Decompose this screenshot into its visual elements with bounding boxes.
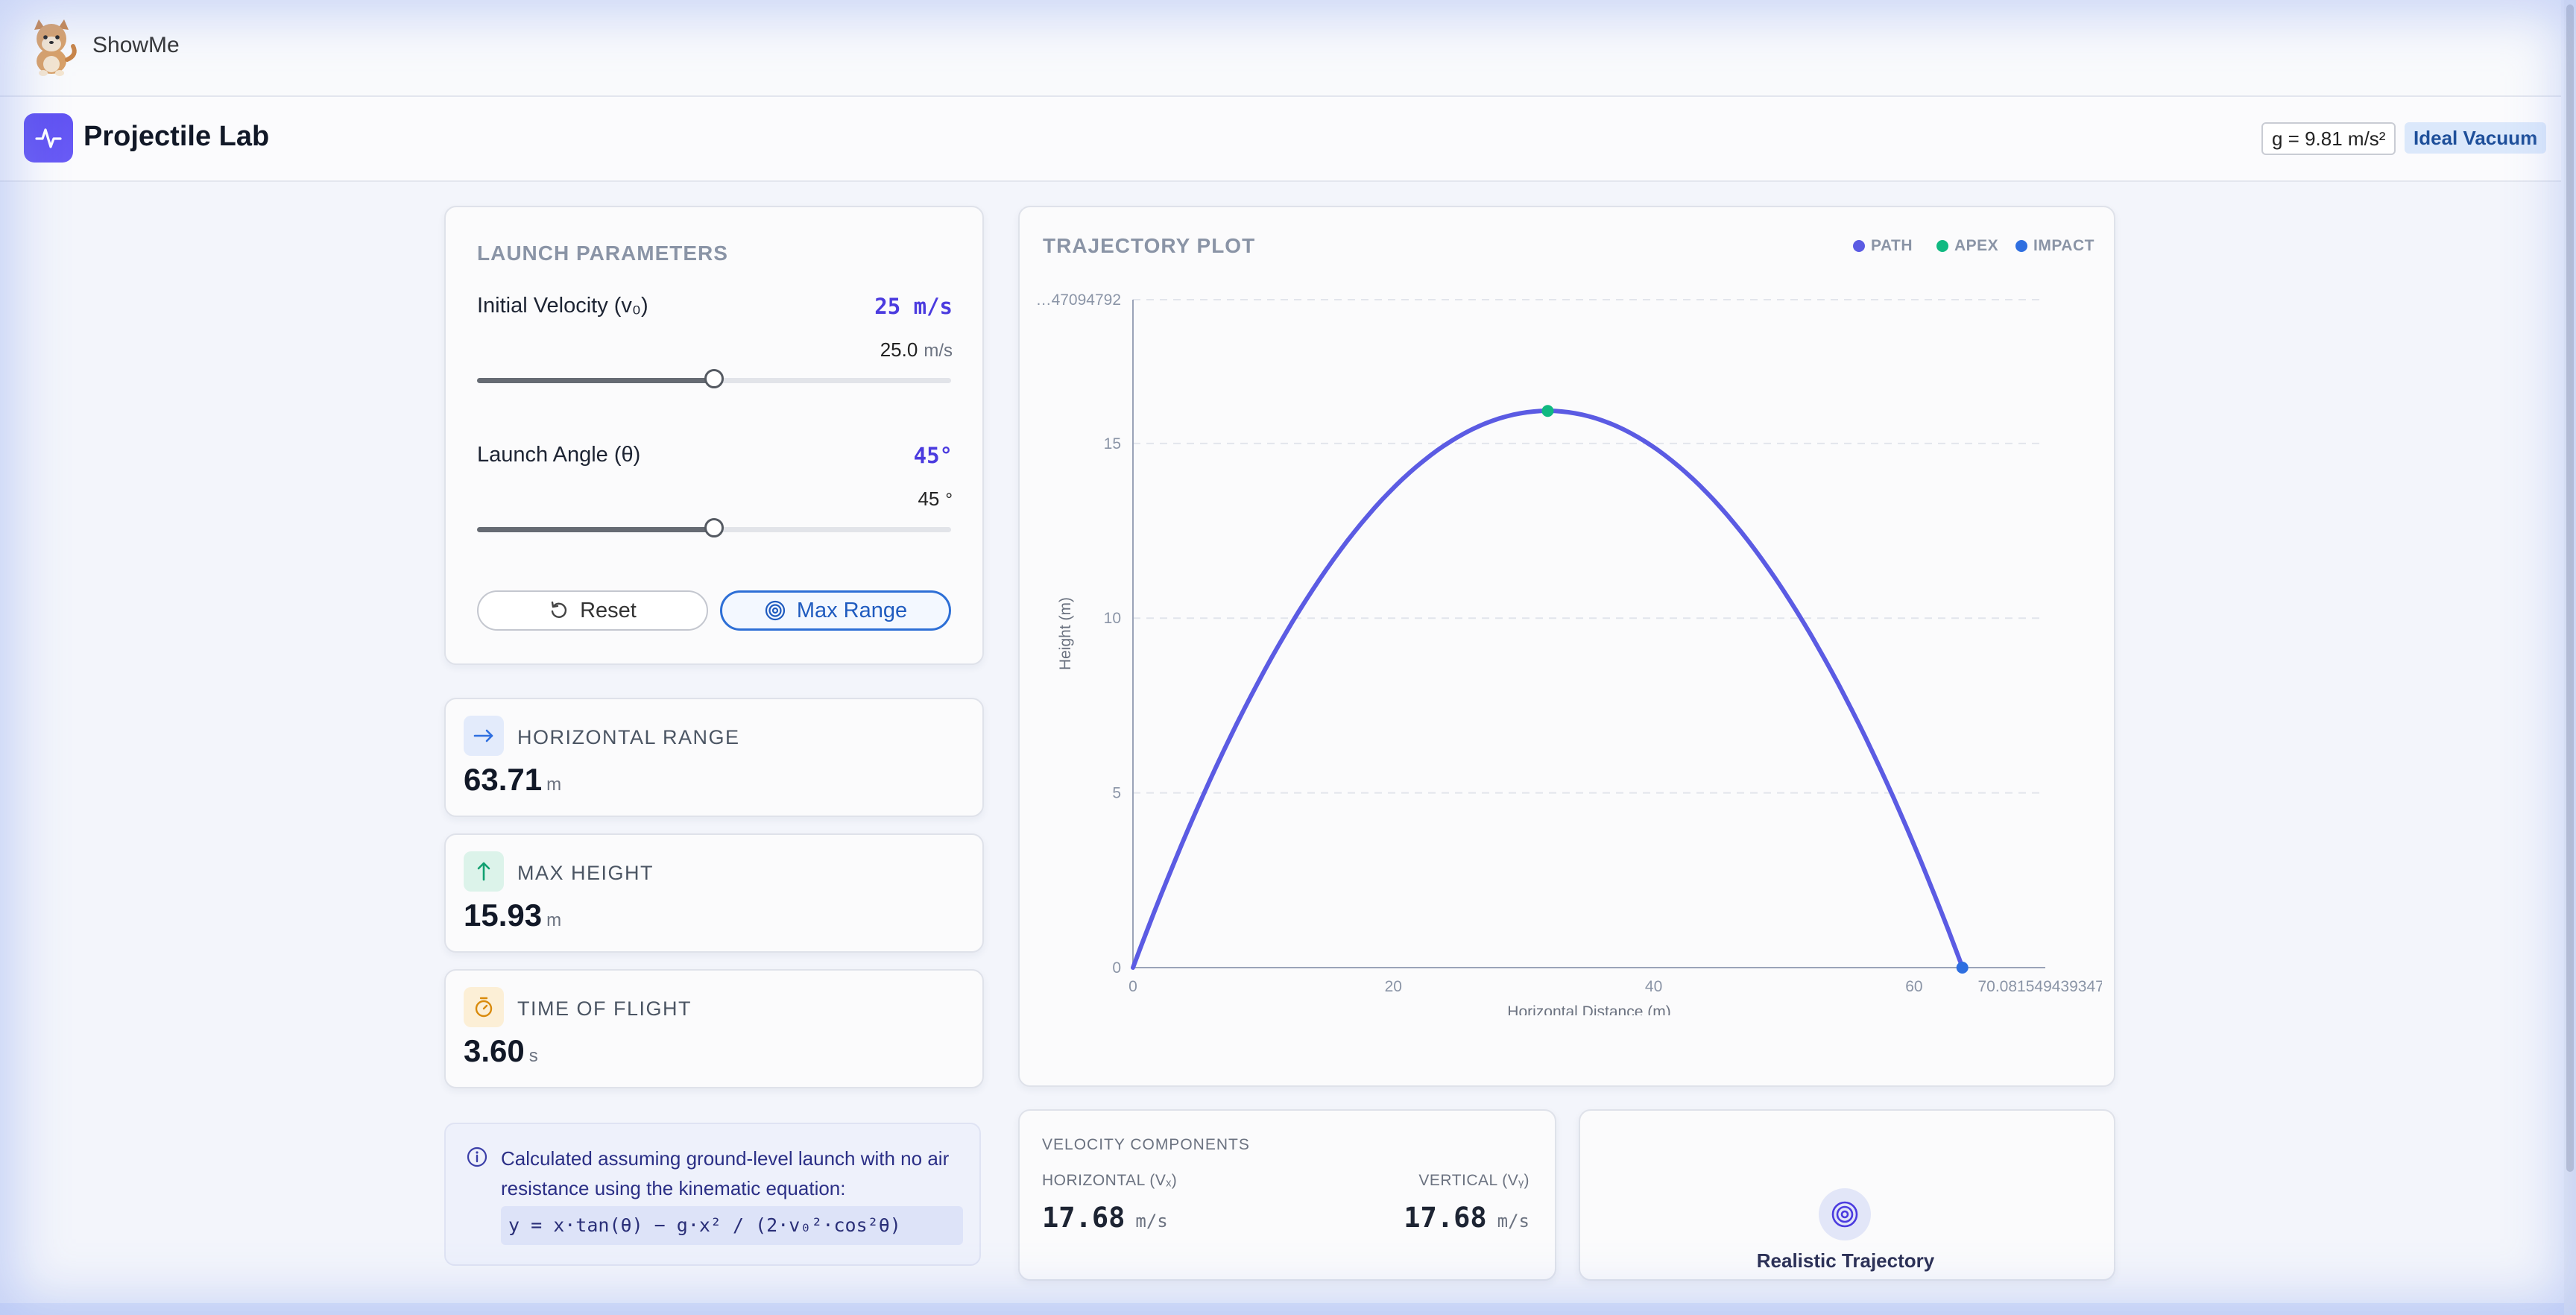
stat-label: HORIZONTAL RANGE xyxy=(517,726,740,748)
page-title: Projectile Lab xyxy=(83,121,270,152)
velocity-slider[interactable] xyxy=(477,369,951,388)
max-range-button[interactable]: Max Range xyxy=(720,590,951,631)
stat-value: 3.60 s xyxy=(464,1033,538,1069)
trajectory-path xyxy=(1131,409,1965,970)
top-bar: ShowMe xyxy=(0,0,2561,97)
angle-slider-fill xyxy=(477,527,714,532)
info-icon xyxy=(467,1147,487,1167)
velocity-slider-fill xyxy=(477,378,714,383)
angle-slider[interactable] xyxy=(477,518,951,537)
realistic-trajectory-label: Realistic Trajectory xyxy=(1756,1249,1935,1272)
reset-icon xyxy=(551,601,567,618)
trajectory-plot-card xyxy=(1018,206,2115,1087)
brand-name: ShowMe xyxy=(92,33,180,57)
legend-dot-path xyxy=(1853,240,1865,252)
max-range-label: Max Range xyxy=(796,598,908,622)
target-icon xyxy=(1819,1188,1871,1240)
target-icon xyxy=(765,600,785,621)
y-tick-label: 15 xyxy=(1104,435,1121,452)
y-tick-label: 0 xyxy=(1112,959,1121,977)
max-height-card: MAX HEIGHT 15.93 m xyxy=(444,833,984,953)
velocity-slider-thumb[interactable] xyxy=(704,369,724,388)
time-value: 3.60 xyxy=(464,1033,525,1068)
formula: y = x·tan(θ) − g·x² / (2·v₀²·cos²θ) xyxy=(501,1206,963,1245)
vy-value: 17.68 xyxy=(1404,1202,1487,1234)
note-text: Calculated assuming ground-level launch … xyxy=(501,1147,950,1199)
stopwatch-icon xyxy=(464,987,504,1027)
height-value: 15.93 xyxy=(464,898,543,933)
legend-label: PATH xyxy=(1871,237,1913,254)
y-axis-label: Height (m) xyxy=(1057,597,1074,670)
legend-dot-impact xyxy=(2015,240,2027,252)
legend-impact: IMPACT xyxy=(2015,237,2094,255)
stat-value: 63.71 m xyxy=(464,762,561,798)
angle-label: Launch Angle (θ) xyxy=(477,443,641,467)
shiba-dog-logo-icon xyxy=(34,19,77,76)
reset-button[interactable]: Reset xyxy=(477,590,708,631)
horizontal-range-card: HORIZONTAL RANGE 63.71 m xyxy=(444,698,984,817)
scrollbar-thumb[interactable] xyxy=(2566,4,2574,1172)
activity-pulse-icon xyxy=(24,113,73,163)
horizontal-velocity-value: 17.68 m/s xyxy=(1042,1202,1168,1234)
apex-point[interactable] xyxy=(1541,405,1554,417)
vy-unit: m/s xyxy=(1497,1211,1530,1232)
angle-unit: ° xyxy=(945,490,953,510)
launch-parameters-card: LAUNCH PARAMETERS Initial Velocity (v₀) … xyxy=(444,206,984,665)
reset-label: Reset xyxy=(580,598,637,622)
stat-label: TIME OF FLIGHT xyxy=(517,997,692,1020)
x-tick-label: 0 xyxy=(1128,978,1137,995)
y-tick-label: 5 xyxy=(1112,785,1121,802)
app-header: Projectile Lab g = 9.81 m/s² Ideal Vacuu… xyxy=(0,97,2561,182)
legend-dot-apex xyxy=(1936,240,1948,252)
y-tick-label: 10 xyxy=(1104,610,1121,627)
trajectory-chart: 0 5 10 15 …47094792 0 20 40 60 70.0815494393476 H… xyxy=(1036,291,2102,1015)
plot-title: TRAJECTORY PLOT xyxy=(1043,234,1256,257)
height-unit: m xyxy=(546,910,562,930)
angle-value: 45° xyxy=(913,443,953,468)
angle-input-value[interactable]: 45 xyxy=(918,488,940,510)
gravity-badge: g = 9.81 m/s² xyxy=(2261,122,2396,155)
vx-unit: m/s xyxy=(1135,1211,1168,1232)
x-tick-label: 70.0815494393476 xyxy=(1977,978,2102,995)
time-unit: s xyxy=(528,1046,538,1066)
legend-label: IMPACT xyxy=(2033,237,2094,254)
vx-value: 17.68 xyxy=(1042,1202,1126,1234)
x-tick-label: 40 xyxy=(1645,978,1662,995)
y-tick-label: …47094792 xyxy=(1036,291,1121,309)
time-of-flight-card: TIME OF FLIGHT 3.60 s xyxy=(444,969,984,1088)
arrow-right-icon xyxy=(464,716,504,756)
mode-badge: Ideal Vacuum xyxy=(2405,122,2547,154)
impact-point[interactable] xyxy=(1956,962,1969,974)
range-value: 63.71 xyxy=(464,762,543,797)
velocity-unit: m/s xyxy=(924,341,953,361)
velocity-value: 25 m/s xyxy=(874,294,953,319)
range-unit: m xyxy=(546,775,562,795)
legend-label: APEX xyxy=(1954,237,1999,254)
info-note: Calculated assuming ground-level launch … xyxy=(444,1123,981,1266)
stat-label: MAX HEIGHT xyxy=(517,862,654,884)
velocity-input[interactable]: 25.0 m/s xyxy=(880,338,953,362)
x-tick-label: 20 xyxy=(1385,978,1402,995)
horizontal-velocity-label: HORIZONTAL (Vₓ) xyxy=(1042,1172,1178,1189)
velocity-label: Initial Velocity (v₀) xyxy=(477,294,648,318)
vertical-velocity-label: VERTICAL (Vᵧ) xyxy=(1418,1172,1530,1189)
velocity-input-value[interactable]: 25.0 xyxy=(880,338,918,361)
angle-input[interactable]: 45 ° xyxy=(918,488,953,511)
velocity-components-card xyxy=(1018,1109,1556,1281)
x-tick-label: 60 xyxy=(1905,978,1922,995)
arrow-up-icon xyxy=(464,851,504,892)
vertical-velocity-value: 17.68 m/s xyxy=(1404,1202,1530,1234)
velocity-title: VELOCITY COMPONENTS xyxy=(1042,1136,1250,1153)
stat-value: 15.93 m xyxy=(464,898,561,933)
legend-apex: APEX xyxy=(1936,237,1998,255)
legend-path: PATH xyxy=(1853,237,1913,255)
angle-slider-thumb[interactable] xyxy=(704,518,724,537)
bottom-strip xyxy=(0,1303,2576,1315)
section-title: LAUNCH PARAMETERS xyxy=(477,242,728,265)
x-axis-label: Horizontal Distance (m) xyxy=(1507,1003,1670,1015)
